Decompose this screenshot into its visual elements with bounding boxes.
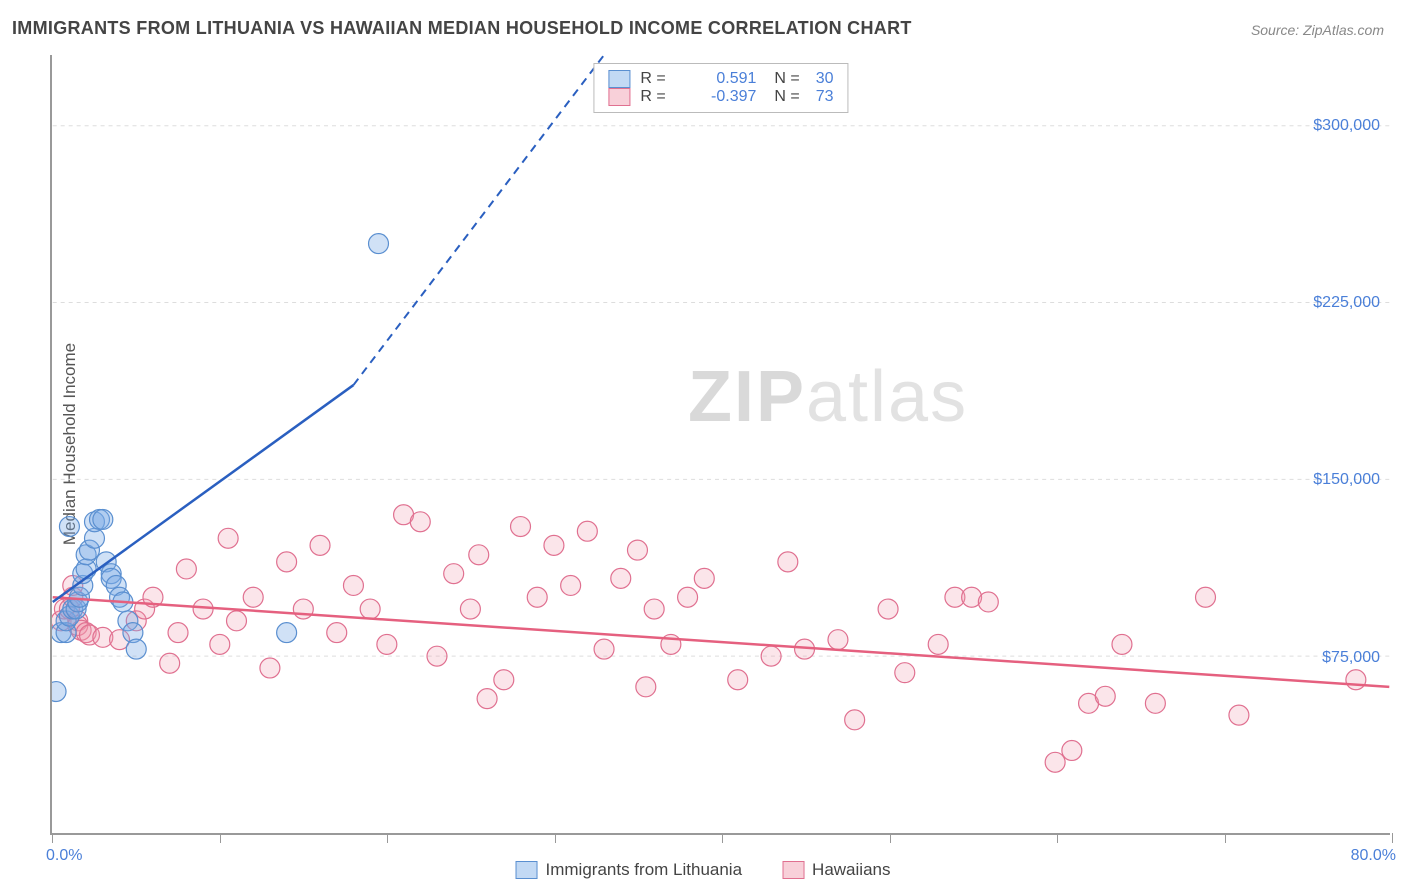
legend-label: Hawaiians xyxy=(812,860,890,880)
x-tick xyxy=(220,833,221,843)
x-tick xyxy=(387,833,388,843)
source-attribution: Source: ZipAtlas.com xyxy=(1251,22,1384,38)
x-tick xyxy=(52,833,53,843)
y-tick-label: $225,000 xyxy=(1313,294,1380,312)
y-tick-label: $75,000 xyxy=(1322,649,1380,667)
x-tick xyxy=(1057,833,1058,843)
x-min-label: 0.0% xyxy=(46,847,82,865)
legend-label: Immigrants from Lithuania xyxy=(546,860,743,880)
y-tick-label: $150,000 xyxy=(1313,471,1380,489)
swatch-pink-icon xyxy=(608,88,630,106)
swatch-pink-icon xyxy=(782,861,804,879)
x-tick xyxy=(555,833,556,843)
legend-row-pink: R = -0.397 N = 73 xyxy=(608,88,833,106)
x-tick xyxy=(722,833,723,843)
legend-bottom: Immigrants from Lithuania Hawaiians xyxy=(516,860,891,880)
chart-title: IMMIGRANTS FROM LITHUANIA VS HAWAIIAN ME… xyxy=(12,18,912,39)
correlation-chart: IMMIGRANTS FROM LITHUANIA VS HAWAIIAN ME… xyxy=(0,0,1406,892)
x-max-label: 80.0% xyxy=(1351,847,1396,865)
x-tick xyxy=(1225,833,1226,843)
plot-area: ZIPatlas R = 0.591 N = 30 R = -0.397 N =… xyxy=(50,55,1390,835)
swatch-blue-icon xyxy=(516,861,538,879)
legend-item-hawaiians: Hawaiians xyxy=(782,860,890,880)
legend-correlation-box: R = 0.591 N = 30 R = -0.397 N = 73 xyxy=(593,63,848,113)
y-tick-label: $300,000 xyxy=(1313,117,1380,135)
x-tick xyxy=(890,833,891,843)
swatch-blue-icon xyxy=(608,70,630,88)
legend-item-lithuania: Immigrants from Lithuania xyxy=(516,860,743,880)
legend-row-blue: R = 0.591 N = 30 xyxy=(608,70,833,88)
plot-svg xyxy=(52,55,1390,833)
x-tick xyxy=(1392,833,1393,843)
